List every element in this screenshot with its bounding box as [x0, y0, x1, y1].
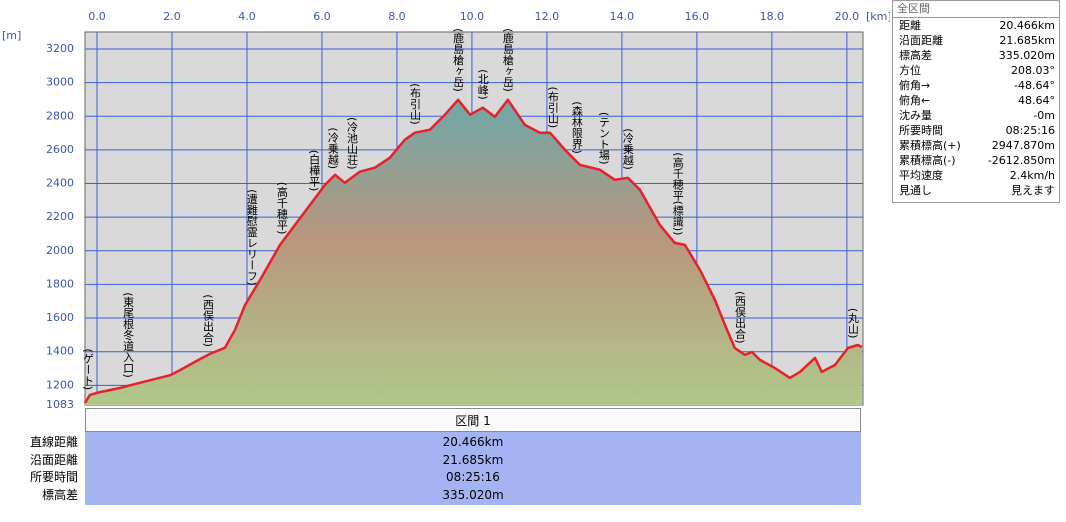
info-key: 距離: [899, 19, 921, 32]
info-value: 2.4km/h: [1009, 169, 1055, 182]
panel-title: 全区間: [893, 1, 1059, 18]
x-tick-label: 18.0: [760, 10, 785, 23]
x-tick-label: 6.0: [313, 10, 331, 23]
annotation: (鹿島槍ヶ岳): [501, 28, 514, 92]
elevation-area: [85, 99, 862, 406]
annotation: (冷乗越): [326, 127, 339, 169]
section-value: 335.020m: [442, 487, 504, 502]
info-value: -48.64°: [1014, 79, 1055, 92]
info-value: 48.64°: [1018, 94, 1055, 107]
info-row: 俯角→ -48.64°: [893, 78, 1059, 93]
x-tick-label: 16.0: [685, 10, 710, 23]
info-value: 見えます: [1011, 184, 1055, 197]
annotation: (冷池山荘): [345, 117, 358, 170]
annotation: (布引山): [546, 87, 559, 129]
info-key: 沿面距離: [899, 34, 943, 47]
info-panel: 全区間 距離 20.466km 沿面距離 21.685km 標高差 335.020m 方位 2…: [892, 0, 1060, 203]
info-value: 21.685km: [999, 34, 1055, 47]
info-key: 標高差: [899, 49, 932, 62]
annotation: (冷乗越): [621, 128, 634, 170]
annotation: (西俣出合): [734, 291, 747, 344]
info-value: 335.020m: [998, 49, 1055, 62]
info-value: -2612.850m: [987, 154, 1055, 167]
x-tick-label: 14.0: [610, 10, 635, 23]
section-panel: 区間 1 直線距離 20.466km 沿面距離 21.685km 所要時間 08:25:1…: [0, 406, 866, 510]
x-unit: [km]: [866, 10, 890, 23]
y-tick-label: 2600: [46, 143, 74, 156]
annotation: (西俣出合): [201, 294, 214, 347]
section-key: 標高差: [41, 487, 78, 502]
info-value: 2947.870m: [991, 139, 1055, 152]
annotation: (布引山): [408, 83, 421, 125]
x-tick-label: 4.0: [238, 10, 256, 23]
annotation: (遭難慰霊レリーフ): [245, 189, 258, 286]
annotation: (丸山): [846, 308, 859, 339]
y-unit: [m]: [2, 29, 21, 42]
section-value: 08:25:16: [446, 470, 500, 484]
annotation: (テント場): [597, 112, 610, 165]
y-tick-label: 1800: [46, 277, 74, 290]
section-key: 沿面距離: [29, 452, 78, 467]
info-row: 所要時間 08:25:16: [893, 123, 1059, 138]
x-tick-label: 8.0: [388, 10, 406, 23]
section-key: 直線距離: [29, 435, 78, 449]
y-tick-label: 1400: [46, 345, 74, 358]
x-tick-label: 20.0: [835, 10, 860, 23]
info-row: 方位 208.03°: [893, 63, 1059, 78]
y-tick-label: 2400: [46, 177, 74, 190]
info-key: 方位: [899, 64, 921, 77]
info-value: 208.03°: [1011, 64, 1055, 77]
info-key: 俯角←: [899, 94, 931, 107]
y-tick-label: 3000: [46, 76, 74, 89]
section-value: 20.466km: [442, 435, 504, 449]
info-row: 距離 20.466km: [893, 18, 1059, 33]
annotation: (森林限界): [570, 101, 583, 154]
section-value: 21.685km: [442, 452, 504, 467]
info-row: 標高差 335.020m: [893, 48, 1059, 63]
info-row: 累積標高(+) 2947.870m: [893, 138, 1059, 153]
info-key: 見通し: [899, 184, 932, 197]
y-tick-label: 1083: [46, 398, 74, 408]
info-value: 20.466km: [999, 19, 1055, 32]
info-value: -0m: [1033, 109, 1055, 122]
info-key: 所要時間: [899, 124, 943, 137]
info-key: 俯角→: [899, 79, 931, 92]
x-tick-label: 12.0: [535, 10, 560, 23]
elevation-line: [83, 98, 863, 404]
y-tick-label: 1600: [46, 311, 74, 324]
info-row: 俯角← 48.64°: [893, 93, 1059, 108]
x-tick-label: 0.0: [88, 10, 106, 23]
y-tick-label: 2200: [46, 210, 74, 223]
info-value: 08:25:16: [1005, 124, 1055, 137]
y-tick-label: 1200: [46, 378, 74, 391]
section-title: 区間 1: [85, 408, 861, 432]
chart: [m] [km] 1083 1200 1400 1600 1800 2000 2200 240…: [2, 10, 890, 408]
info-key: 沈み量: [899, 109, 932, 122]
info-row: 沈み量 -0m: [893, 108, 1059, 123]
section-body: [85, 432, 861, 505]
x-tick-label: 10.0: [460, 10, 485, 23]
section-key: 所要時間: [29, 470, 78, 484]
info-key: 累積標高(+): [899, 139, 961, 152]
x-tick-label: 2.0: [163, 10, 181, 23]
annotation: (北峰): [476, 69, 489, 100]
annotation: (東尾根冬道入口): [122, 292, 135, 378]
info-key: 累積標高(-): [899, 154, 956, 167]
y-tick-label: 2800: [46, 109, 74, 122]
info-row: 累積標高(-) -2612.850m: [893, 153, 1059, 168]
annotation: (白樺平): [308, 150, 321, 192]
y-tick-label: 3200: [46, 42, 74, 55]
info-row: 沿面距離 21.685km: [893, 33, 1059, 48]
info-row: 平均速度 2.4km/h: [893, 168, 1059, 183]
y-tick-label: 2000: [46, 244, 74, 257]
annotation: (鹿島槍ヶ岳): [452, 28, 465, 92]
annotation: (高千穂平): [275, 182, 288, 235]
annotation: (高千穂平(標識)): [671, 152, 684, 235]
annotation: (ゲート): [81, 348, 94, 390]
info-row: 見通し 見えます: [893, 183, 1059, 198]
info-key: 平均速度: [899, 169, 943, 182]
